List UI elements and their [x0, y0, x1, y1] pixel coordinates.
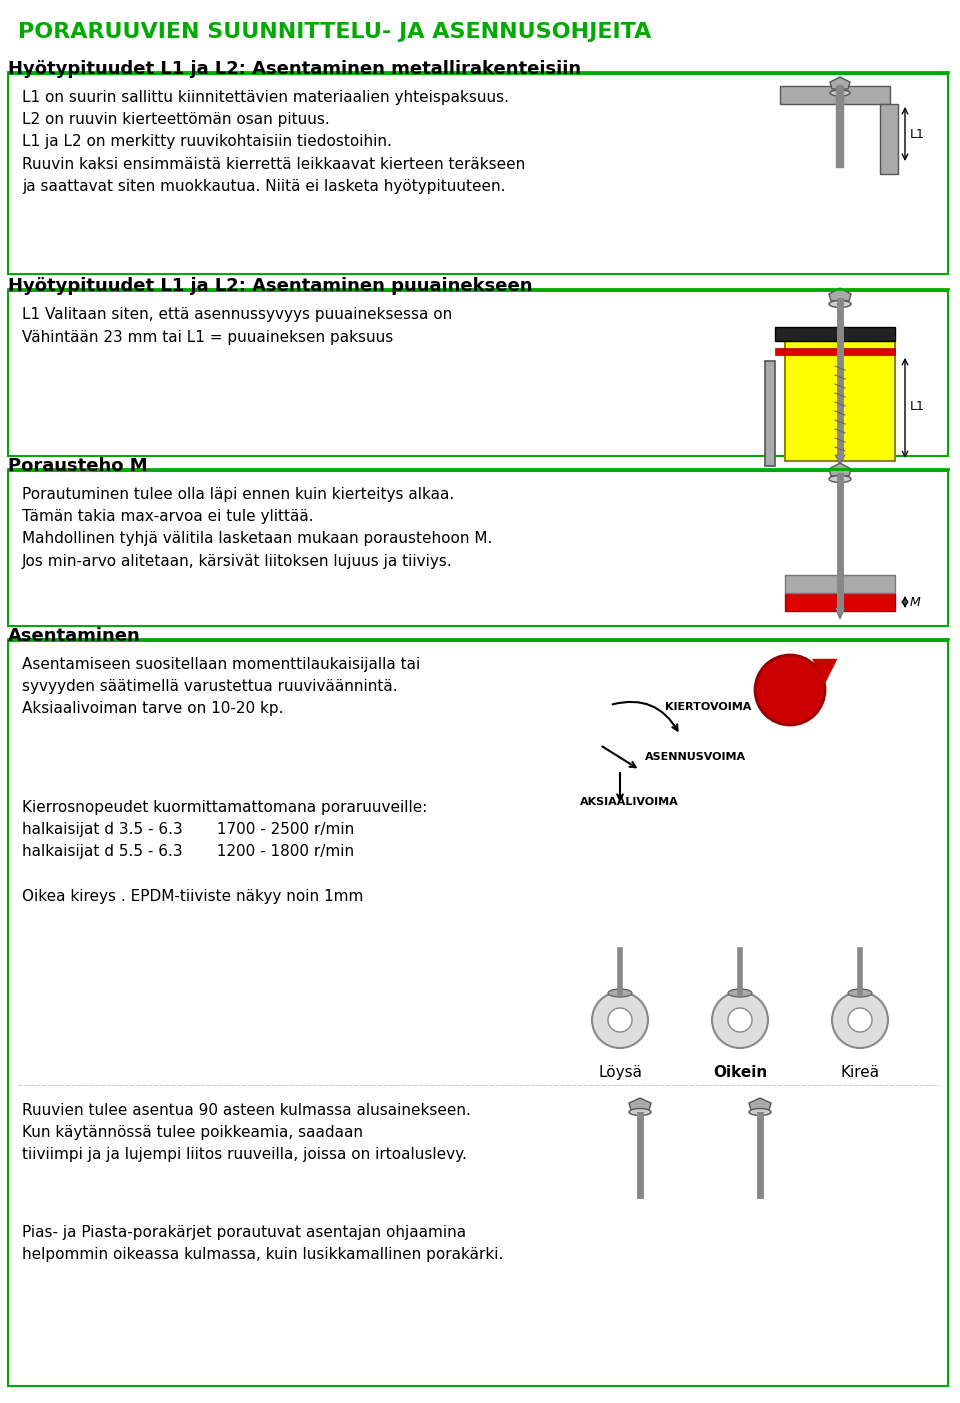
Text: Hyötypituudet L1 ja L2: Asentaminen puuainekseen: Hyötypituudet L1 ja L2: Asentaminen puua…: [8, 276, 533, 295]
FancyBboxPatch shape: [8, 641, 948, 1386]
FancyBboxPatch shape: [775, 327, 895, 341]
Polygon shape: [629, 1099, 651, 1110]
Text: Asentamiseen suositellaan momenttilaukaisijalla tai
syvyyden säätimellä varustet: Asentamiseen suositellaan momenttilaukai…: [22, 657, 420, 717]
Circle shape: [728, 1007, 752, 1033]
Ellipse shape: [829, 476, 851, 483]
Text: Oikein: Oikein: [713, 1065, 767, 1080]
Text: Kierrosnopeudet kuormittamattomana poraruuveille:
halkaisijat d 3.5 - 6.3       : Kierrosnopeudet kuormittamattomana porar…: [22, 800, 427, 904]
Text: AKSIAALIVOIMA: AKSIAALIVOIMA: [580, 797, 679, 807]
Text: M: M: [910, 595, 921, 609]
FancyBboxPatch shape: [880, 104, 898, 174]
Text: PORARUUVIEN SUUNNITTELU- JA ASENNUSOHJEITA: PORARUUVIEN SUUNNITTELU- JA ASENNUSOHJEI…: [18, 22, 652, 42]
Text: L1 on suurin sallittu kiinnitettävien materiaalien yhteispaksuus.
L2 on ruuvin k: L1 on suurin sallittu kiinnitettävien ma…: [22, 90, 525, 194]
Ellipse shape: [848, 989, 872, 998]
FancyBboxPatch shape: [780, 86, 890, 104]
Circle shape: [592, 992, 648, 1048]
Text: L1 Valitaan siten, että asennussyvyys puuaineksessa on
Vähintään 23 mm tai L1 = : L1 Valitaan siten, että asennussyvyys pu…: [22, 307, 452, 345]
Text: Asentaminen: Asentaminen: [8, 627, 141, 645]
FancyBboxPatch shape: [785, 575, 895, 593]
Text: Porausteho M: Porausteho M: [8, 457, 148, 476]
Ellipse shape: [829, 300, 851, 307]
Circle shape: [848, 1007, 872, 1033]
Circle shape: [608, 1007, 632, 1033]
FancyBboxPatch shape: [785, 341, 895, 462]
Polygon shape: [829, 463, 851, 476]
Text: Pias- ja Piasta-porakärjet porautuvat asentajan ohjaamina
helpommin oikeassa kul: Pias- ja Piasta-porakärjet porautuvat as…: [22, 1225, 503, 1263]
Polygon shape: [765, 361, 775, 466]
Ellipse shape: [608, 989, 632, 998]
Ellipse shape: [629, 1108, 651, 1115]
Circle shape: [712, 992, 768, 1048]
Text: Löysä: Löysä: [598, 1065, 642, 1080]
FancyBboxPatch shape: [785, 593, 895, 610]
Text: Porautuminen tulee olla läpi ennen kuin kierteitys alkaa.
Tämän takia max-arvoa : Porautuminen tulee olla läpi ennen kuin …: [22, 487, 492, 568]
Polygon shape: [829, 288, 851, 302]
Ellipse shape: [749, 1108, 771, 1115]
Text: ▼: ▼: [812, 654, 838, 686]
Text: L1: L1: [910, 128, 924, 140]
Text: Kireä: Kireä: [840, 1065, 879, 1080]
Text: ASENNUSVOIMA: ASENNUSVOIMA: [645, 752, 746, 762]
Text: Ruuvien tulee asentua 90 asteen kulmassa alusainekseen.
Kun käytännössä tulee po: Ruuvien tulee asentua 90 asteen kulmassa…: [22, 1103, 470, 1163]
Polygon shape: [749, 1099, 771, 1110]
Text: L1: L1: [910, 400, 924, 412]
Circle shape: [832, 992, 888, 1048]
Ellipse shape: [830, 90, 850, 95]
Circle shape: [755, 655, 825, 725]
FancyBboxPatch shape: [8, 471, 948, 626]
Polygon shape: [830, 77, 850, 88]
Text: KIERTOVOIMA: KIERTOVOIMA: [665, 702, 752, 711]
Text: Hyötypituudet L1 ja L2: Asentaminen metallirakenteisiin: Hyötypituudet L1 ja L2: Asentaminen meta…: [8, 60, 581, 79]
FancyBboxPatch shape: [775, 348, 895, 355]
Polygon shape: [835, 607, 845, 619]
FancyBboxPatch shape: [8, 74, 948, 274]
Polygon shape: [835, 455, 845, 464]
FancyBboxPatch shape: [8, 290, 948, 456]
Ellipse shape: [728, 989, 752, 998]
